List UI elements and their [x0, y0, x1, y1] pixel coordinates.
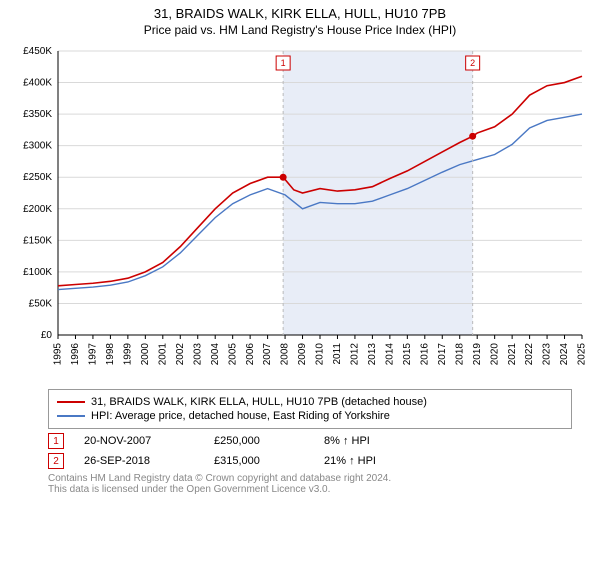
- footnote-line: This data is licensed under the Open Gov…: [48, 484, 572, 495]
- svg-text:1998: 1998: [105, 343, 116, 366]
- footnote: Contains HM Land Registry data © Crown c…: [48, 473, 572, 495]
- line-chart-svg: £0 £50K £100K £150K £200K £250K £300K £350K £400…: [10, 43, 590, 383]
- svg-text:2019: 2019: [472, 343, 483, 366]
- sale-date: 26-SEP-2018: [84, 455, 194, 467]
- svg-text:2013: 2013: [367, 343, 378, 366]
- sale-badge-icon: 1: [48, 433, 64, 449]
- svg-text:1995: 1995: [53, 343, 64, 366]
- svg-text:2012: 2012: [350, 343, 361, 366]
- svg-text:2016: 2016: [419, 343, 430, 366]
- svg-text:£50K: £50K: [29, 298, 53, 309]
- svg-text:2017: 2017: [437, 343, 448, 366]
- svg-text:2004: 2004: [210, 343, 221, 366]
- svg-text:£200K: £200K: [23, 204, 52, 215]
- svg-text:2022: 2022: [524, 343, 535, 366]
- svg-text:£250K: £250K: [23, 172, 52, 183]
- svg-text:2005: 2005: [227, 343, 238, 366]
- svg-text:1: 1: [281, 58, 286, 68]
- svg-text:2007: 2007: [262, 343, 273, 366]
- svg-text:2006: 2006: [245, 343, 256, 366]
- svg-text:£300K: £300K: [23, 141, 52, 152]
- svg-text:2010: 2010: [315, 343, 326, 366]
- sale-row: 1 20-NOV-2007 £250,000 8% ↑ HPI: [48, 433, 572, 449]
- svg-text:2002: 2002: [175, 343, 186, 366]
- svg-text:£350K: £350K: [23, 109, 52, 120]
- sales-list: 1 20-NOV-2007 £250,000 8% ↑ HPI 2 26-SEP…: [48, 433, 572, 469]
- svg-text:2018: 2018: [454, 343, 465, 366]
- svg-text:2015: 2015: [402, 343, 413, 366]
- legend: 31, BRAIDS WALK, KIRK ELLA, HULL, HU10 7…: [48, 389, 572, 429]
- svg-text:2000: 2000: [140, 343, 151, 366]
- sale-price: £250,000: [214, 435, 304, 447]
- svg-text:2011: 2011: [332, 343, 343, 365]
- svg-text:£0: £0: [41, 330, 53, 341]
- svg-text:2023: 2023: [542, 343, 553, 366]
- svg-text:1999: 1999: [123, 343, 134, 366]
- svg-text:2021: 2021: [507, 343, 518, 366]
- legend-swatch: [57, 415, 85, 417]
- svg-text:2009: 2009: [297, 343, 308, 366]
- svg-text:£400K: £400K: [23, 78, 52, 89]
- sale-row: 2 26-SEP-2018 £315,000 21% ↑ HPI: [48, 453, 572, 469]
- svg-text:2: 2: [470, 58, 475, 68]
- svg-text:£150K: £150K: [23, 235, 52, 246]
- legend-swatch: [57, 401, 85, 403]
- svg-text:2025: 2025: [577, 343, 588, 366]
- legend-row: HPI: Average price, detached house, East…: [57, 410, 563, 422]
- svg-text:2014: 2014: [385, 343, 396, 366]
- chart-subtitle: Price paid vs. HM Land Registry's House …: [0, 23, 600, 37]
- sale-date: 20-NOV-2007: [84, 435, 194, 447]
- legend-label: HPI: Average price, detached house, East…: [91, 410, 390, 422]
- sale-hpi-delta: 8% ↑ HPI: [324, 435, 414, 447]
- svg-text:2020: 2020: [489, 343, 500, 366]
- svg-text:2024: 2024: [559, 343, 570, 366]
- sale-hpi-delta: 21% ↑ HPI: [324, 455, 414, 467]
- legend-row: 31, BRAIDS WALK, KIRK ELLA, HULL, HU10 7…: [57, 396, 563, 408]
- sale-price: £315,000: [214, 455, 304, 467]
- svg-text:1997: 1997: [88, 343, 99, 366]
- svg-text:2003: 2003: [192, 343, 203, 366]
- footnote-line: Contains HM Land Registry data © Crown c…: [48, 473, 572, 484]
- svg-text:£450K: £450K: [23, 46, 52, 57]
- legend-label: 31, BRAIDS WALK, KIRK ELLA, HULL, HU10 7…: [91, 396, 427, 408]
- sale-badge-icon: 2: [48, 453, 64, 469]
- svg-text:2001: 2001: [157, 343, 168, 366]
- chart-title: 31, BRAIDS WALK, KIRK ELLA, HULL, HU10 7…: [0, 6, 600, 21]
- svg-text:2008: 2008: [280, 343, 291, 366]
- chart-area: £0 £50K £100K £150K £200K £250K £300K £350K £400…: [10, 43, 590, 383]
- svg-text:1996: 1996: [70, 343, 81, 366]
- svg-text:£100K: £100K: [23, 267, 52, 278]
